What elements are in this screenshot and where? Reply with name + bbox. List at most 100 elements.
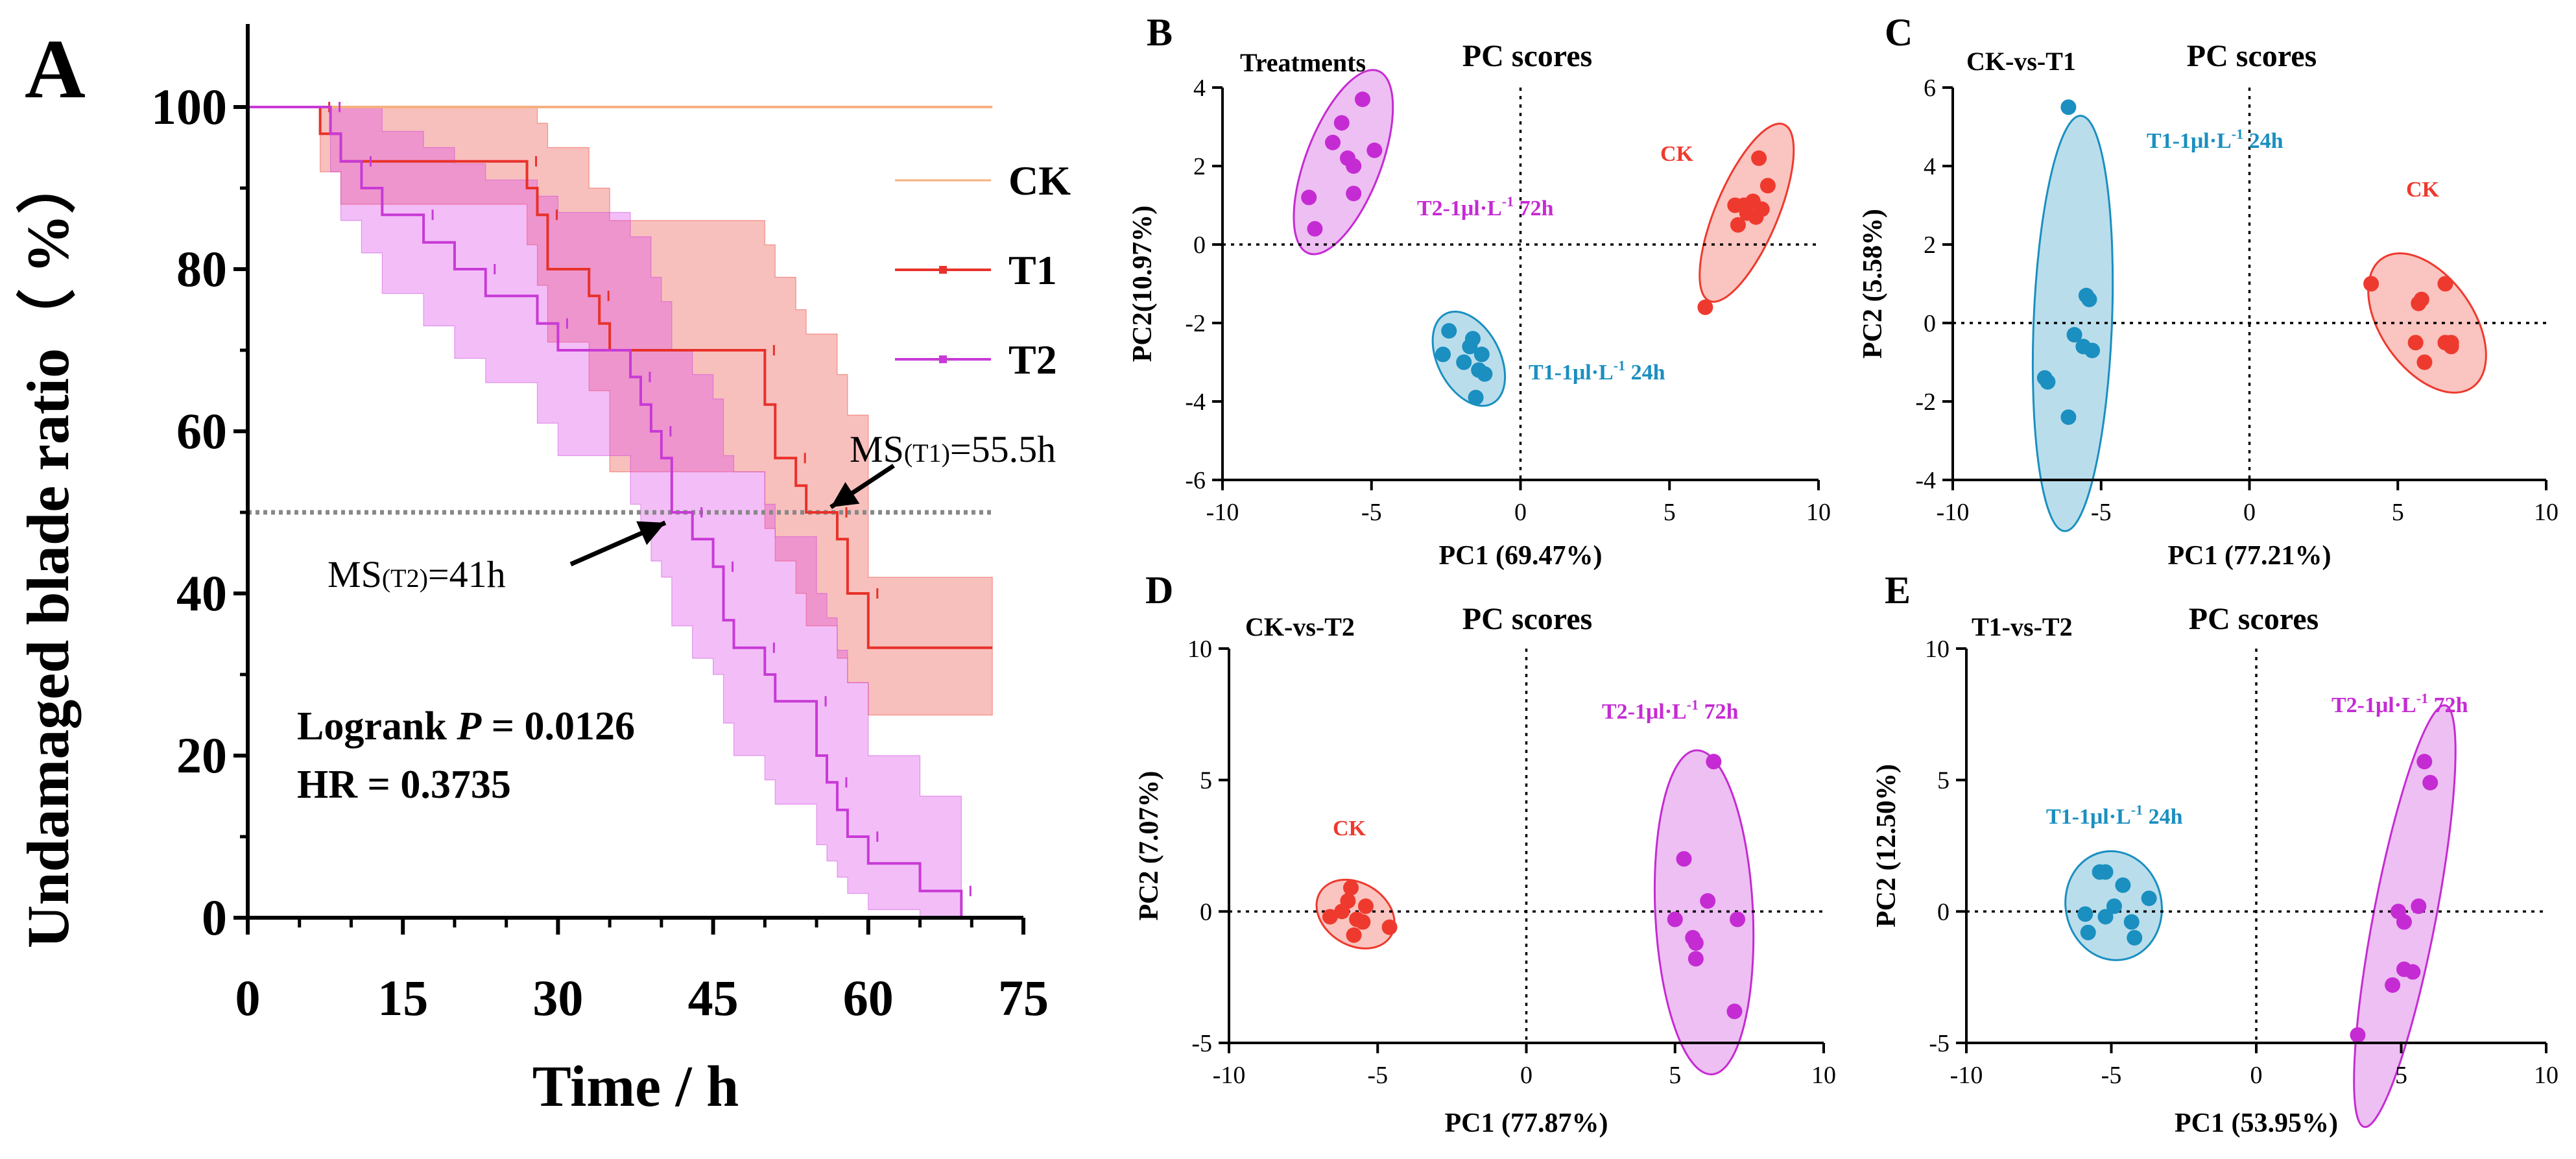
score-point-ck	[1342, 879, 1359, 896]
score-point-t1	[2127, 929, 2143, 946]
y-tick-label: -4	[1915, 467, 1936, 494]
panel-c: T1-1μl·L-1 24h CK -4 -2 0 2 4 6 -10 -5 0 5 10 C CK-vs-…	[1858, 11, 2558, 571]
y-tick-label: -6	[1185, 467, 1206, 494]
y-axis-title: PC2 (7.07%)	[1134, 771, 1164, 921]
x-tick-label: 10	[2534, 1062, 2558, 1089]
y-tick-label: 10	[1925, 636, 1950, 663]
panel-label-e: E	[1885, 569, 1911, 612]
y-tick-label-a: 100	[151, 78, 227, 135]
score-point-t1	[2097, 909, 2114, 925]
score-point-ck	[1697, 299, 1713, 315]
group-label-main: T2-1μl·L	[1602, 700, 1687, 724]
x-tick-label-a: 45	[688, 970, 739, 1026]
x-axis-title: PC1 (77.21%)	[2168, 541, 2332, 571]
y-tick-label: -2	[1915, 388, 1936, 416]
y-axis-title: PC2(10.97%)	[1128, 206, 1158, 362]
score-point-t1	[2106, 898, 2122, 914]
legend-label-t2: T2	[1008, 337, 1057, 383]
score-point-t1	[2080, 924, 2096, 940]
score-point-t2	[1301, 189, 1317, 206]
group-label-sup: -1	[1614, 357, 1625, 374]
group-label-sup: -1	[2232, 126, 2243, 142]
x-tick-label-a: 60	[843, 970, 894, 1026]
y-tick-label: 0	[1193, 232, 1206, 259]
score-point-t2	[1325, 134, 1341, 150]
x-axis-title-a: Time / h	[532, 1055, 739, 1119]
y-tick-label: 0	[1200, 898, 1212, 926]
group-label-main: T2-1μl·L	[2332, 693, 2416, 717]
logrank-post: = 0.0126	[481, 704, 635, 748]
x-tick-label: 0	[1520, 1062, 1532, 1089]
score-point-ck	[1751, 150, 1767, 166]
score-point-t2	[2411, 898, 2427, 914]
y-tick-label: 2	[1193, 153, 1206, 180]
panel-a: 0 20 40 60 80 100 0 15 30 45 60 75 A Time / h Undamage…	[15, 23, 1071, 1119]
ms-sub: (T2)	[382, 564, 428, 593]
panel-subtitle: T1-vs-T2	[1972, 612, 2073, 641]
group-label-sup: -1	[2131, 802, 2143, 818]
y-axis-title: PC2 (12.50%)	[1872, 764, 1902, 927]
score-point-t2	[2422, 774, 2439, 791]
x-tick-label: 10	[2534, 499, 2558, 526]
annotation-ms-t2: MS(T2)=41h	[328, 553, 506, 595]
panel-title: PC scores	[1462, 602, 1592, 636]
y-tick-label-a: 0	[202, 889, 227, 946]
y-tick-label: 6	[1924, 75, 1936, 102]
score-point-t2	[1726, 1003, 1743, 1020]
x-axis-title: PC1 (69.47%)	[1439, 541, 1603, 571]
y-tick-label: 5	[1937, 767, 1950, 795]
score-point-ck	[1730, 217, 1746, 233]
logrank-pre: Logrank	[297, 704, 457, 748]
legend-marker	[939, 355, 947, 363]
logrank-text: Logrank P = 0.0126	[297, 704, 635, 748]
group-label-post: 72h	[2428, 693, 2468, 717]
score-point-ck	[1346, 927, 1362, 943]
x-tick-label: 5	[2395, 1062, 2407, 1089]
arrow-ms-t2-head	[636, 521, 665, 545]
score-point-t1	[2081, 291, 2097, 307]
x-tick-label: 0	[2243, 499, 2256, 526]
y-tick-label: -5	[1929, 1030, 1950, 1057]
score-point-t2	[1730, 911, 1746, 927]
y-tick-label: 10	[1187, 636, 1212, 663]
x-tick-label: 5	[1669, 1062, 1681, 1089]
y-tick-label: 4	[1924, 153, 1936, 180]
ci-band-t1	[248, 106, 993, 716]
score-point-ck	[2407, 335, 2424, 351]
group-label-t2: T2-1μl·L-1 72h	[1602, 697, 1739, 724]
ms-rest: =55.5h	[950, 428, 1056, 470]
group-label-post: 72h	[1514, 197, 1554, 221]
score-point-t1	[1441, 323, 1457, 339]
group-label-post: 24h	[1625, 361, 1665, 385]
group-label-ck: CK	[2406, 178, 2440, 202]
score-point-ck	[1357, 898, 1374, 914]
y-tick-label-a: 20	[176, 727, 227, 783]
score-point-t1	[1468, 389, 1484, 405]
y-tick-label: -2	[1185, 310, 1206, 337]
y-tick-label: 0	[1924, 310, 1936, 337]
x-tick-label: -5	[1367, 1062, 1388, 1089]
ms-sub: (T1)	[904, 438, 950, 468]
y-tick-label: 0	[1937, 898, 1950, 926]
score-point-ck	[2413, 291, 2429, 307]
x-tick-label: 10	[1811, 1062, 1836, 1089]
score-point-t2	[2385, 977, 2401, 993]
score-point-ck	[1754, 201, 1770, 217]
annotation-ms-t1: MS(T1)=55.5h	[850, 428, 1056, 470]
group-label-main: T1-1μl·L	[2147, 129, 2232, 153]
score-point-t2	[1676, 851, 1692, 867]
score-point-t2	[1307, 221, 1323, 237]
x-tick-label: 5	[1664, 499, 1676, 526]
y-tick-label-a: 40	[176, 565, 227, 621]
score-point-t1	[1473, 346, 1490, 363]
score-point-t1	[2097, 864, 2114, 880]
score-point-t2	[1354, 91, 1370, 108]
ci-band-t2	[248, 106, 962, 918]
x-tick-label: -5	[1361, 499, 1382, 526]
score-point-ck	[2437, 276, 2453, 292]
group-label-sup: -1	[1502, 193, 1514, 209]
group-label-t1: T1-1μl·L-1 24h	[1529, 357, 1665, 385]
score-point-t1	[2141, 890, 2157, 907]
